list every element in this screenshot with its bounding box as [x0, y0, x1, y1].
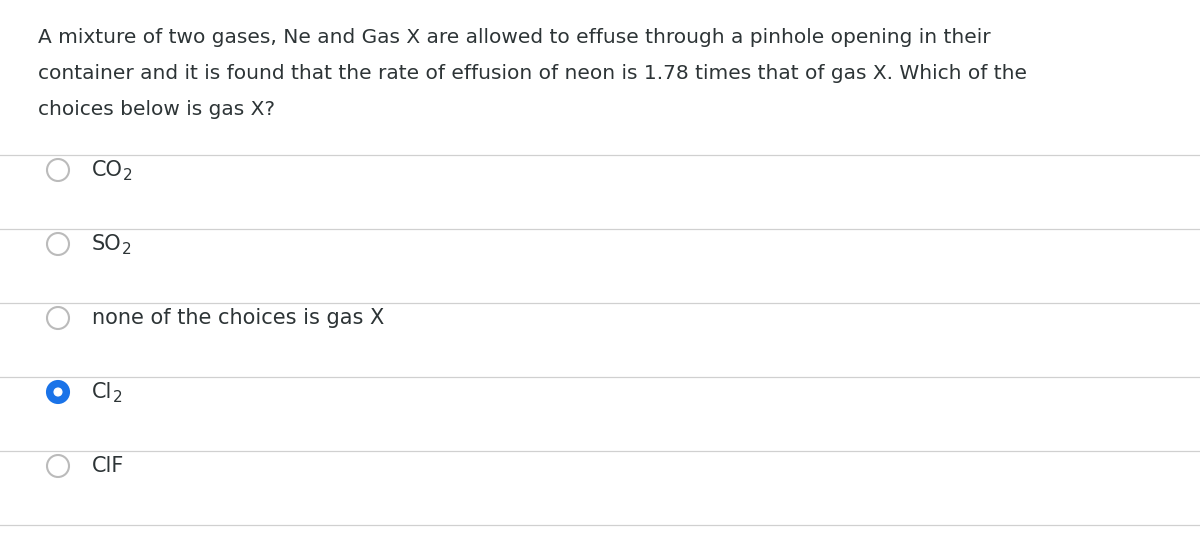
- Text: none of the choices is gas X: none of the choices is gas X: [92, 308, 384, 328]
- Text: choices below is gas X?: choices below is gas X?: [38, 100, 275, 119]
- Text: ClF: ClF: [92, 456, 125, 476]
- Text: container and it is found that the rate of effusion of neon is 1.78 times that o: container and it is found that the rate …: [38, 64, 1027, 83]
- Circle shape: [47, 233, 70, 255]
- Circle shape: [47, 381, 70, 403]
- Circle shape: [47, 307, 70, 329]
- Text: 2: 2: [122, 168, 132, 182]
- Circle shape: [54, 388, 62, 396]
- Circle shape: [47, 455, 70, 477]
- Text: A mixture of two gases, Ne and Gas X are allowed to effuse through a pinhole ope: A mixture of two gases, Ne and Gas X are…: [38, 28, 991, 47]
- Text: 2: 2: [121, 242, 131, 257]
- Circle shape: [47, 159, 70, 181]
- Text: SO: SO: [92, 234, 121, 254]
- Text: CO: CO: [92, 160, 122, 180]
- Text: 2: 2: [113, 390, 122, 405]
- Text: Cl: Cl: [92, 382, 113, 402]
